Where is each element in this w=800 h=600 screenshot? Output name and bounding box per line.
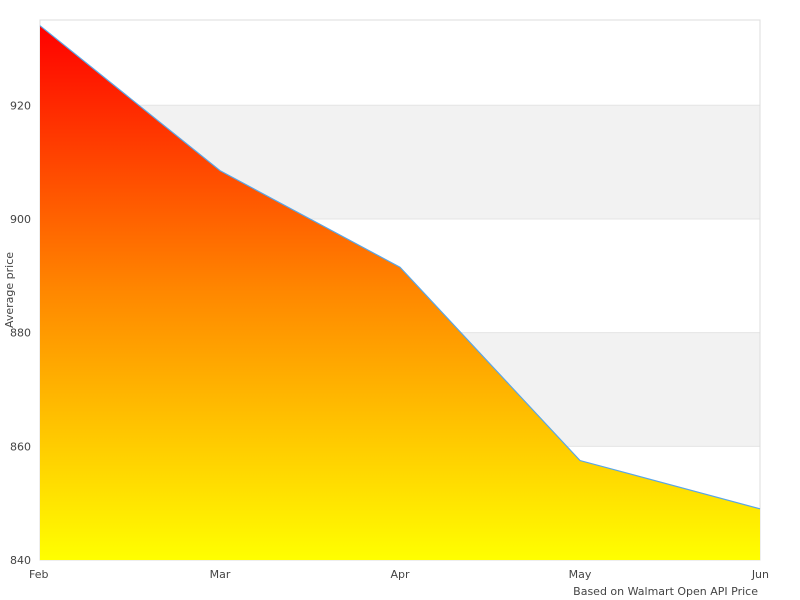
y-axis-title: Average price [3,252,16,328]
y-tick-labels: 840 860 880 900 920 [10,99,31,567]
y-tick-label: 880 [10,327,31,340]
x-tick-label: Apr [390,568,410,581]
y-tick-label: 920 [10,99,31,112]
area-fill [40,25,760,561]
y-tick-label: 900 [10,213,31,226]
area-layer [39,25,761,561]
x-tick-label: Jun [751,568,769,581]
y-tick-label: 860 [10,440,31,453]
chart-caption: Based on Walmart Open API Price [573,585,758,598]
x-tick-label: May [569,568,592,581]
x-tick-labels: Feb Mar Apr May Jun [29,568,769,581]
x-tick-label: Feb [29,568,48,581]
x-tick-label: Mar [210,568,231,581]
y-tick-label: 840 [10,554,31,567]
